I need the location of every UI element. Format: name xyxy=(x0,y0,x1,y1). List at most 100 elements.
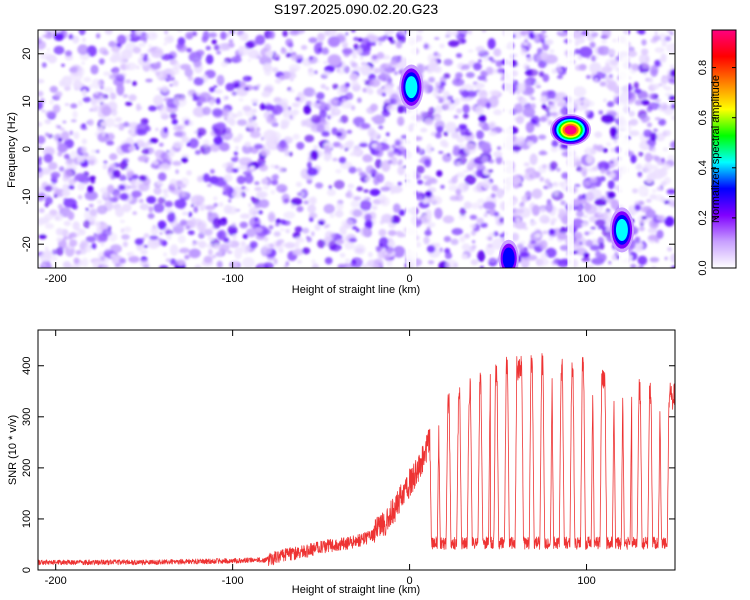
spectrogram-ytick-label: 10 xyxy=(21,95,33,107)
heatmap-cell xyxy=(209,86,216,93)
heatmap-cell xyxy=(255,34,266,46)
heatmap-cell xyxy=(342,48,353,55)
heatmap-cell xyxy=(538,71,545,78)
heatmap-cell xyxy=(122,94,129,98)
heatmap-cell xyxy=(143,205,149,209)
heatmap-cell xyxy=(194,264,202,268)
heatmap-cell xyxy=(420,127,428,133)
heatmap-cell xyxy=(249,126,256,134)
heatmap-cell xyxy=(282,30,288,37)
heatmap-cell xyxy=(90,64,99,75)
heatmap-cell xyxy=(83,76,92,83)
heatmap-cell xyxy=(460,143,464,148)
heatmap-cell xyxy=(457,161,461,166)
heatmap-cell xyxy=(44,185,53,192)
heatmap-cell xyxy=(132,81,137,86)
heatmap-cell xyxy=(609,126,618,137)
heatmap-cell xyxy=(386,246,394,254)
heatmap-cell xyxy=(437,53,441,58)
heatmap-cell xyxy=(448,184,458,192)
heatmap-cell xyxy=(193,130,198,134)
heatmap-cell xyxy=(320,117,326,123)
heatmap-cell xyxy=(125,79,132,84)
heatmap-cell xyxy=(68,234,73,240)
heatmap-cell xyxy=(549,49,555,53)
heatmap-cell xyxy=(334,107,339,114)
heatmap-cell xyxy=(136,122,150,133)
heatmap-cell xyxy=(592,165,599,172)
heatmap-cell xyxy=(308,56,314,61)
heatmap-cell xyxy=(259,263,266,268)
heatmap-cell xyxy=(277,165,284,174)
heatmap-cell xyxy=(585,191,594,202)
heatmap-cell xyxy=(530,97,536,100)
heatmap-cell xyxy=(264,43,272,53)
heatmap-cell xyxy=(212,217,221,229)
heatmap-cell xyxy=(285,38,293,47)
heatmap-cell xyxy=(231,113,238,119)
heatmap-cell xyxy=(472,170,477,177)
heatmap-cell xyxy=(238,46,244,52)
heatmap-cell xyxy=(262,243,273,255)
heatmap-cell xyxy=(125,158,129,162)
heatmap-cell xyxy=(550,221,555,226)
heatmap-cell xyxy=(634,204,641,211)
heatmap-cell xyxy=(315,182,324,189)
heatmap-cell xyxy=(585,264,594,268)
colorbar-ticks: 0.0 0.2 0.4 0.6 0.8 xyxy=(697,60,736,276)
heatmap-cell xyxy=(76,66,85,77)
heatmap-cell xyxy=(596,144,604,152)
heatmap-cell xyxy=(252,211,257,215)
heatmap-cell xyxy=(285,229,290,234)
heatmap-cell xyxy=(254,227,263,233)
heatmap-cell xyxy=(475,169,483,178)
heatmap-cell xyxy=(54,194,58,198)
heatmap-cell xyxy=(168,148,176,158)
heatmap-cell xyxy=(273,96,282,103)
heatmap-cell xyxy=(462,64,470,70)
heatmap-cell xyxy=(165,229,174,235)
heatmap-cell xyxy=(239,221,248,229)
heatmap-cell xyxy=(434,37,440,40)
heatmap-cell xyxy=(95,221,101,227)
heatmap-cell xyxy=(307,197,314,203)
heatmap-cell xyxy=(81,123,86,128)
heatmap-cell xyxy=(90,221,95,226)
heatmap-cell xyxy=(289,48,293,52)
heatmap-cell xyxy=(348,166,357,174)
heatmap-cell xyxy=(594,219,606,227)
heatmap-cell xyxy=(242,144,253,154)
heatmap-cell xyxy=(193,77,205,86)
heatmap-cell xyxy=(165,258,171,263)
spectrogram-xtick-label: 100 xyxy=(577,273,595,285)
heatmap-cell xyxy=(559,244,570,251)
heatmap-gap xyxy=(618,30,629,268)
heatmap-cell xyxy=(419,196,423,201)
heatmap-cell xyxy=(165,207,174,214)
heatmap-cell xyxy=(44,132,50,137)
heatmap-cell xyxy=(312,92,317,96)
heatmap-cell xyxy=(134,238,144,246)
heatmap-cell xyxy=(464,174,476,185)
heatmap-cell xyxy=(223,239,230,243)
heatmap-cell xyxy=(323,152,331,162)
heatmap-cell xyxy=(353,43,359,50)
heatmap-cell xyxy=(388,153,394,158)
heatmap-cell xyxy=(442,141,449,148)
heatmap-cell xyxy=(274,165,280,169)
heatmap-cell xyxy=(480,141,491,151)
heatmap-cell xyxy=(275,57,280,61)
heatmap-cell xyxy=(167,74,171,79)
heatmap-cell xyxy=(176,30,184,33)
heatmap-cell xyxy=(38,121,43,127)
heatmap-cell xyxy=(118,265,125,268)
heatmap-cell xyxy=(235,145,239,151)
heatmap-cell xyxy=(81,89,87,97)
heatmap-cell xyxy=(573,98,587,106)
heatmap-cell xyxy=(521,195,529,203)
heatmap-cell xyxy=(44,119,52,125)
heatmap-cell xyxy=(371,41,377,46)
heatmap-cell xyxy=(390,60,397,66)
heatmap-cell xyxy=(514,208,525,214)
heatmap-cell xyxy=(262,228,272,235)
